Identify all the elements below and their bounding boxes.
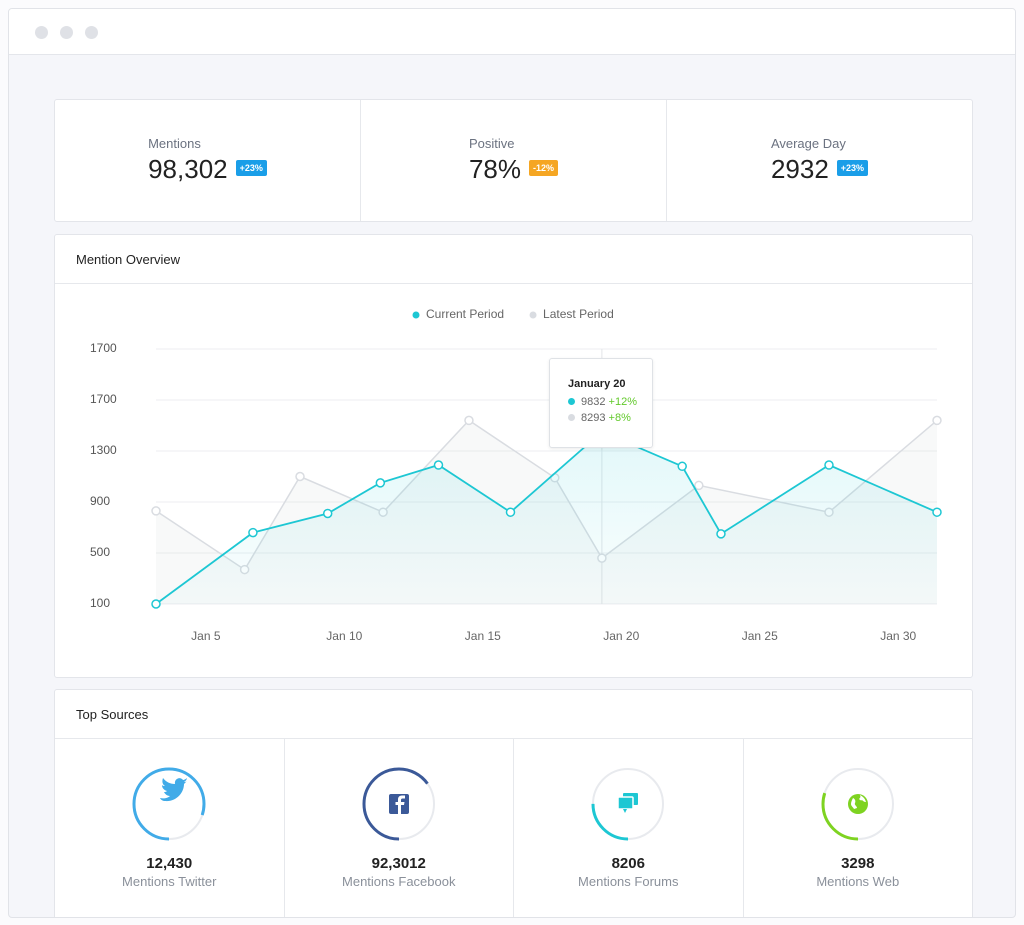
source-ring	[591, 767, 665, 841]
x-tick-label: Jan 5	[191, 629, 221, 643]
y-tick-label: 1300	[90, 443, 117, 457]
source-value: 12,430	[146, 855, 193, 872]
point	[694, 480, 704, 491]
tooltip: January 20 9832 +12% 8293 +8%	[549, 358, 653, 448]
tooltip-value: 8293	[581, 412, 606, 424]
point	[716, 529, 726, 539]
stat: Positive 78% -12%	[360, 100, 666, 221]
source-ring	[362, 767, 436, 841]
stat-box: Positive 78% -12%	[468, 136, 559, 185]
x-tick-label: Jan 30	[880, 629, 916, 643]
point	[151, 599, 161, 609]
stat-box: Average Day 2932 +23%	[770, 136, 869, 185]
card-title: Top Sources	[55, 690, 972, 739]
area	[156, 431, 937, 604]
tooltip-value: 9832	[581, 396, 606, 408]
point	[151, 506, 161, 516]
point	[295, 471, 305, 482]
stat-label: Mentions	[148, 136, 201, 151]
source-ring	[132, 767, 206, 841]
tooltip-row: 8293 +8%	[568, 412, 652, 424]
stats-card: Mentions 98,302 +23% Positive 78% -12% Average…	[54, 99, 973, 222]
y-tick-label: 100	[90, 596, 110, 610]
source-value: 92,3012	[371, 855, 426, 872]
source-icon	[388, 794, 409, 814]
source-label: Mentions Web	[816, 874, 900, 889]
point	[322, 508, 333, 519]
y-tick-label: 900	[90, 494, 110, 508]
source-ring	[821, 767, 895, 841]
window-dot[interactable]	[35, 26, 48, 39]
point	[464, 415, 474, 426]
source-label: Mentions Facebook	[342, 874, 456, 889]
source: 3298 Mentions Web	[742, 739, 973, 917]
x-tick-label: Jan 10	[326, 629, 362, 643]
y-tick-label: 1700	[90, 392, 117, 406]
window-dot[interactable]	[85, 26, 98, 39]
point	[433, 460, 444, 470]
stat-value: 98,302	[148, 154, 228, 184]
stat-value: 2932	[770, 154, 829, 184]
y-tick-label: 1700	[90, 341, 117, 355]
ring-progress	[362, 767, 436, 841]
legend-label: Current Period	[426, 307, 504, 321]
title-bar	[9, 9, 1015, 55]
tooltip-row: 9832 +12%	[568, 396, 652, 408]
point	[677, 461, 687, 472]
badge: -12%	[529, 159, 559, 176]
ring-progress	[821, 767, 895, 841]
source-icon	[160, 778, 188, 802]
x-tick-label: Jan 15	[465, 629, 501, 643]
window-dot[interactable]	[60, 26, 73, 39]
overview-card: Mention Overview 1700 1700 1300 900 500 100 Ja…	[54, 234, 973, 678]
point	[932, 507, 942, 517]
y-tick-label: 500	[90, 545, 110, 559]
point	[824, 460, 834, 470]
ring-progress	[132, 767, 206, 841]
source-label: Mentions Twitter	[122, 874, 217, 889]
badge: +23%	[836, 159, 869, 176]
tooltip-change: +8%	[608, 412, 631, 424]
stat-value: 78%	[468, 154, 522, 184]
point	[505, 507, 516, 517]
legend-dot	[412, 311, 420, 319]
point	[248, 527, 258, 538]
point	[375, 478, 386, 488]
stat-line: 2932 +23%	[770, 154, 869, 185]
tooltip-change: +12%	[608, 396, 637, 408]
x-tick-label: Jan 20	[603, 629, 639, 643]
sources-row: 12,430 Mentions Twitter 92,3012 Mentions Fa…	[55, 739, 973, 917]
source-icon	[617, 793, 639, 813]
stat-label: Positive	[468, 136, 515, 151]
stat-line: 98,302 +23%	[148, 154, 267, 185]
chart: 1700 1700 1300 900 500 100 Jan 5 Jan 10 Jan 15 Ja…	[90, 307, 942, 643]
card-title: Mention Overview	[55, 235, 972, 284]
window: Mentions 98,302 +23% Positive 78% -12% Average…	[8, 8, 1016, 918]
source-value: 3298	[841, 855, 875, 872]
badge: +23%	[235, 159, 267, 176]
legend-label: Latest Period	[543, 307, 614, 321]
source: 8206 Mentions Forums	[513, 739, 743, 917]
source: 92,3012 Mentions Facebook	[283, 739, 514, 917]
line	[155, 419, 938, 571]
source-icon	[847, 794, 868, 814]
stat-line: 78% -12%	[468, 154, 559, 185]
source-value: 8206	[611, 855, 645, 872]
stat: Average Day 2932 +23%	[666, 100, 972, 221]
x-tick-label: Jan 25	[742, 629, 778, 643]
tooltip-title: January 20	[568, 378, 626, 390]
legend-dot	[529, 311, 537, 319]
point	[932, 415, 942, 426]
sources-card: Top Sources 12,430 Mentions Twitter 92,301…	[54, 689, 973, 917]
ring-progress	[591, 767, 665, 841]
stat: Mentions 98,302 +23%	[55, 100, 360, 221]
source: 12,430 Mentions Twitter	[55, 739, 284, 917]
source-label: Mentions Forums	[578, 874, 679, 889]
stat-label: Average Day	[770, 136, 846, 151]
stat-box: Mentions 98,302 +23%	[148, 136, 267, 185]
